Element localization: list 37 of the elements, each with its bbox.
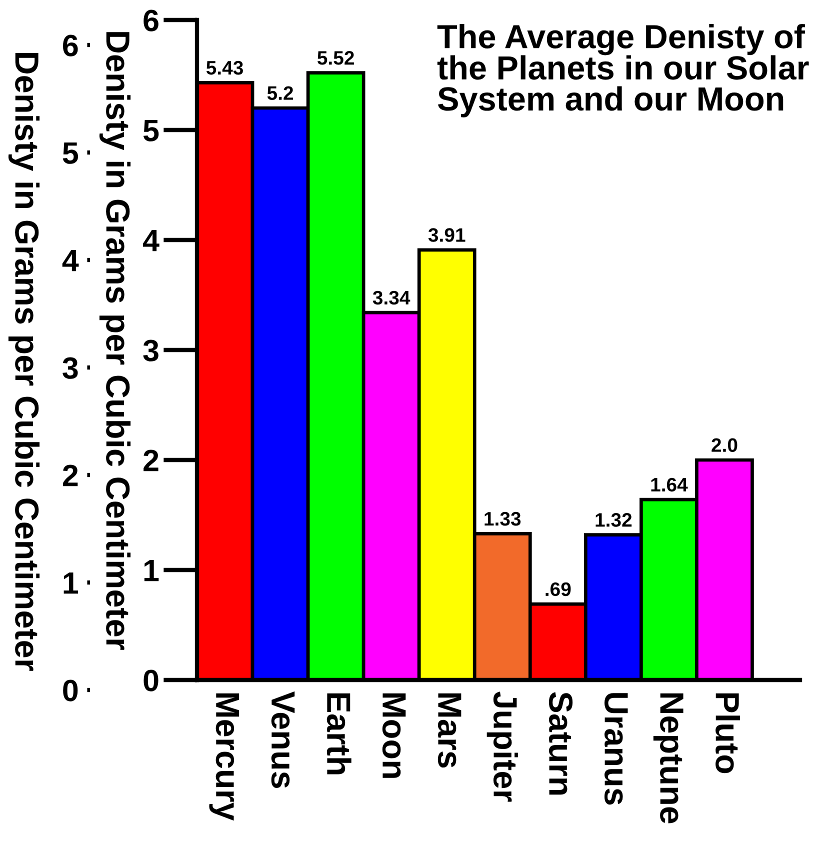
y2-tick-label: 2 — [62, 464, 78, 486]
data-label: 3.91 — [428, 228, 466, 242]
y-tick-label: 0 — [144, 670, 158, 692]
data-label: 1.33 — [484, 512, 521, 526]
y2-axis-title: Denisty in Grams per Cubic Centimeter — [8, 53, 40, 671]
text: The Average Denisty of the Planets in our Solar System and our Moon — [437, 24, 809, 118]
y2-tick-label: 5 — [62, 142, 78, 164]
y2-tick-label: 3 — [62, 357, 78, 379]
data-label: 2.0 — [712, 438, 738, 452]
x-tick-label: Pluto — [716, 693, 740, 774]
x-tick-label: Venus — [271, 691, 295, 788]
data-label: 5.43 — [206, 60, 243, 75]
data-label: 1.64 — [651, 478, 688, 492]
x-tick-label: Mars — [438, 693, 462, 768]
y2-tick-label: 6 — [63, 34, 78, 56]
y-tick-label: 1 — [144, 560, 159, 582]
y-tick-label: 2 — [144, 450, 158, 472]
x-tick-label: Mercury — [209, 693, 240, 821]
x-tick-label: Earth — [326, 693, 352, 774]
y-tick-label: 4 — [142, 230, 160, 252]
data-label: 5.52 — [317, 51, 354, 65]
y2-tick-label: 1 — [64, 572, 78, 594]
y-tick-label: 5 — [143, 120, 159, 142]
x-tick-label: Neptune — [653, 693, 684, 824]
y-tick-label: 6 — [144, 10, 158, 32]
data-label: 1.32 — [596, 513, 632, 527]
y-tick-label: 3 — [143, 340, 158, 362]
y2-tick-label: 0 — [63, 680, 78, 702]
y2-tick-label: 4 — [62, 250, 79, 272]
y-axis-title: Denisty in Grams per Cubic Centimeter — [99, 32, 131, 650]
x-tick-label: Saturn — [548, 692, 573, 795]
data-label: 5.2 — [267, 86, 294, 100]
x-tick-label: Jupiter — [486, 692, 518, 802]
data-label: .69 — [546, 582, 571, 596]
x-tick-label: Moon — [382, 693, 406, 778]
x-tick-label: Uranus — [604, 693, 628, 805]
data-label: 3.34 — [372, 290, 410, 305]
